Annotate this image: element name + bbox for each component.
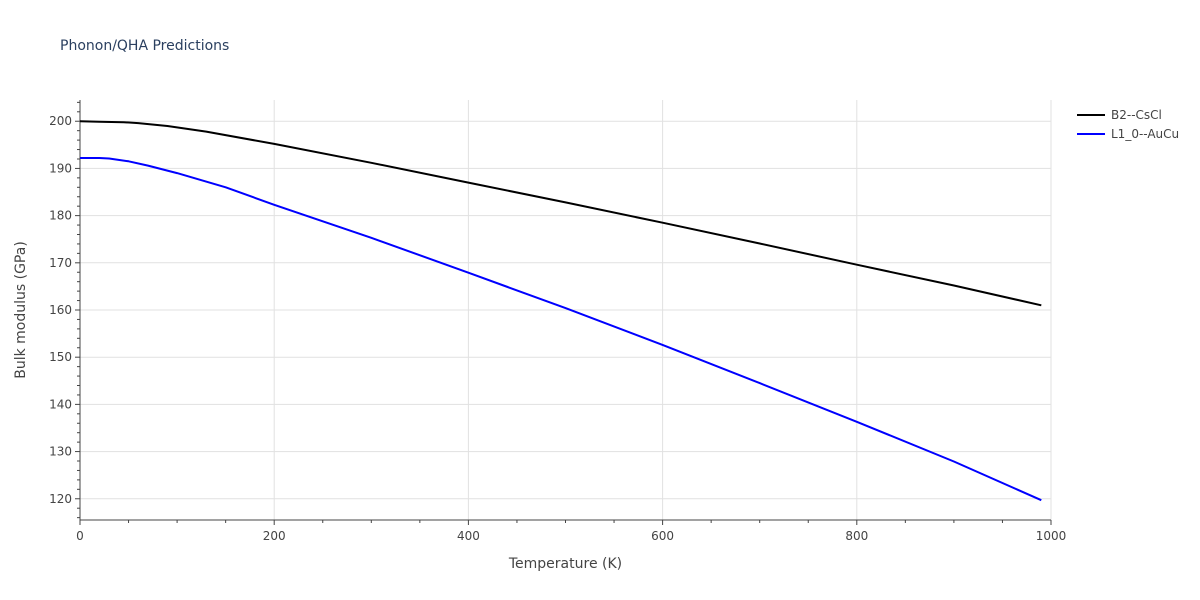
- x-tick-label: 800: [845, 529, 868, 543]
- y-tick-label: 190: [49, 161, 72, 175]
- y-tick-label: 130: [49, 445, 72, 459]
- y-tick-label: 200: [49, 114, 72, 128]
- axes: 0 200 400 600 800 1000 120 130 140 150 160 170 180 19…: [49, 100, 1066, 543]
- grid: [80, 100, 1052, 520]
- legend-label: L1_0--AuCu: [1111, 127, 1179, 141]
- y-tick-label: 120: [49, 492, 72, 506]
- series-layer: [79, 120, 1042, 502]
- x-tick-label: 600: [651, 529, 674, 543]
- y-tick-label: 150: [49, 350, 72, 364]
- y-tick-label: 160: [49, 303, 72, 317]
- chart-title: Phonon/QHA Predictions: [60, 38, 229, 54]
- legend[interactable]: B2--CsCl L1_0--AuCu: [1077, 108, 1179, 141]
- x-tick-label: 200: [263, 529, 286, 543]
- y-axis-title: Bulk modulus (GPa): [13, 241, 29, 379]
- x-tick-label: 1000: [1036, 529, 1067, 543]
- legend-label: B2--CsCl: [1111, 108, 1162, 122]
- x-axis-title: Temperature (K): [508, 556, 622, 572]
- series-line-0: [79, 120, 1042, 307]
- y-tick-label: 140: [49, 397, 72, 411]
- y-tick-label: 170: [49, 256, 72, 270]
- x-tick-label: 0: [76, 529, 84, 543]
- x-tick-label: 400: [457, 529, 480, 543]
- y-tick-label: 180: [49, 209, 72, 223]
- series-line-1: [80, 157, 1042, 502]
